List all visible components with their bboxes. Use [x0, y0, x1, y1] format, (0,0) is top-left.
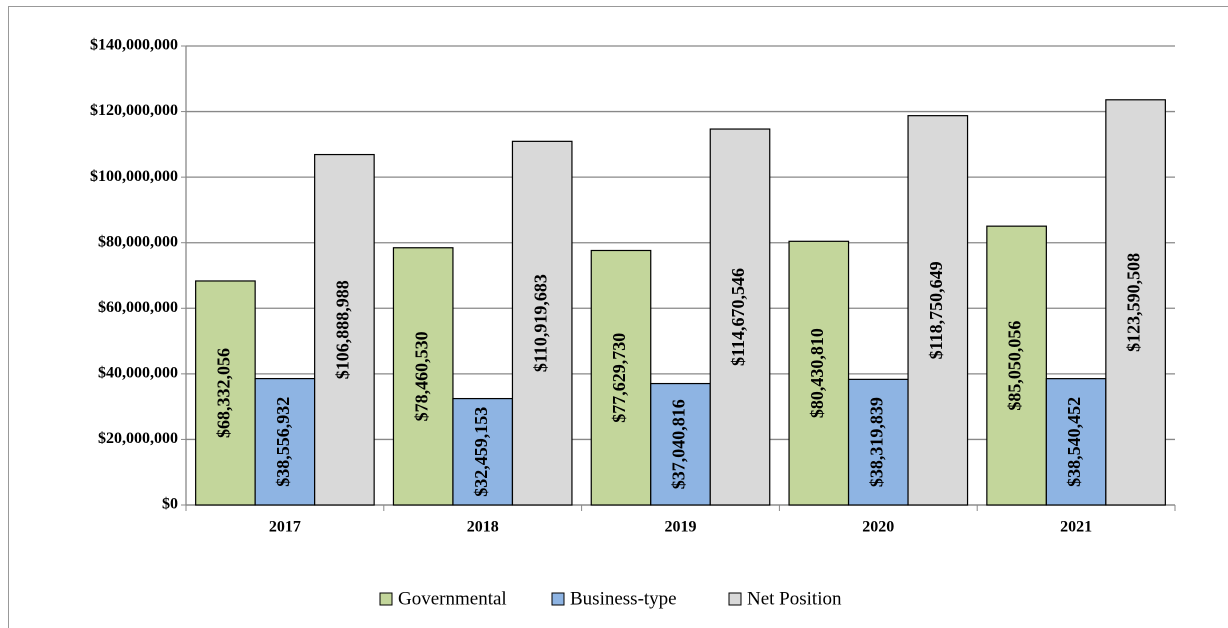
bar — [1045, 378, 1107, 506]
y-tick-label: $80,000,000 — [98, 233, 178, 250]
value-label: $37,040,816 — [669, 399, 689, 489]
value-label: $118,750,649 — [926, 261, 946, 359]
bar — [788, 240, 850, 506]
x-tick-label: 2018 — [467, 519, 499, 536]
bar — [392, 247, 454, 506]
value-label: $110,919,683 — [530, 274, 550, 372]
x-tick-label: 2021 — [1060, 519, 1092, 536]
legend-label: Business-type — [570, 588, 677, 609]
y-tick-label: $0 — [162, 496, 178, 513]
value-label: $123,590,508 — [1124, 253, 1144, 352]
bar — [452, 397, 514, 506]
value-label: $106,888,988 — [333, 280, 353, 379]
x-tick-label: 2019 — [665, 519, 697, 536]
x-tick-label: 2017 — [269, 519, 301, 536]
legend-swatch — [551, 592, 565, 606]
value-label: $85,050,056 — [1005, 321, 1025, 411]
value-label: $38,540,452 — [1064, 397, 1084, 487]
y-tick-label: $20,000,000 — [98, 430, 178, 447]
bar — [709, 128, 771, 506]
value-label: $114,670,546 — [728, 268, 748, 366]
bar — [511, 140, 573, 506]
value-label: $68,332,056 — [214, 348, 234, 438]
legend-swatch — [728, 592, 742, 606]
y-tick-label: $100,000,000 — [90, 168, 178, 185]
bar — [986, 225, 1047, 506]
value-label: $78,460,530 — [411, 331, 431, 421]
value-label: $32,459,153 — [471, 407, 491, 497]
bar — [650, 382, 711, 506]
value-label: $38,556,932 — [273, 397, 293, 487]
bar — [847, 378, 909, 506]
value-label: $77,629,730 — [609, 333, 629, 423]
x-tick-label: 2020 — [862, 519, 894, 536]
value-label: $80,430,810 — [807, 328, 827, 418]
bar — [254, 377, 316, 506]
value-label: $38,319,839 — [866, 397, 886, 487]
y-tick-label: $60,000,000 — [98, 299, 178, 316]
bar — [195, 280, 256, 506]
bar — [1105, 99, 1166, 506]
y-tick-label: $140,000,000 — [90, 37, 178, 54]
y-tick-label: $120,000,000 — [90, 102, 178, 119]
legend-label: Net Position — [747, 588, 842, 609]
bar — [590, 249, 652, 506]
bar — [907, 115, 969, 506]
legend-label: Governmental — [398, 588, 507, 609]
bar — [314, 153, 375, 506]
legend-swatch — [379, 592, 393, 606]
chart-frame — [8, 6, 1228, 628]
y-tick-label: $40,000,000 — [98, 365, 178, 382]
